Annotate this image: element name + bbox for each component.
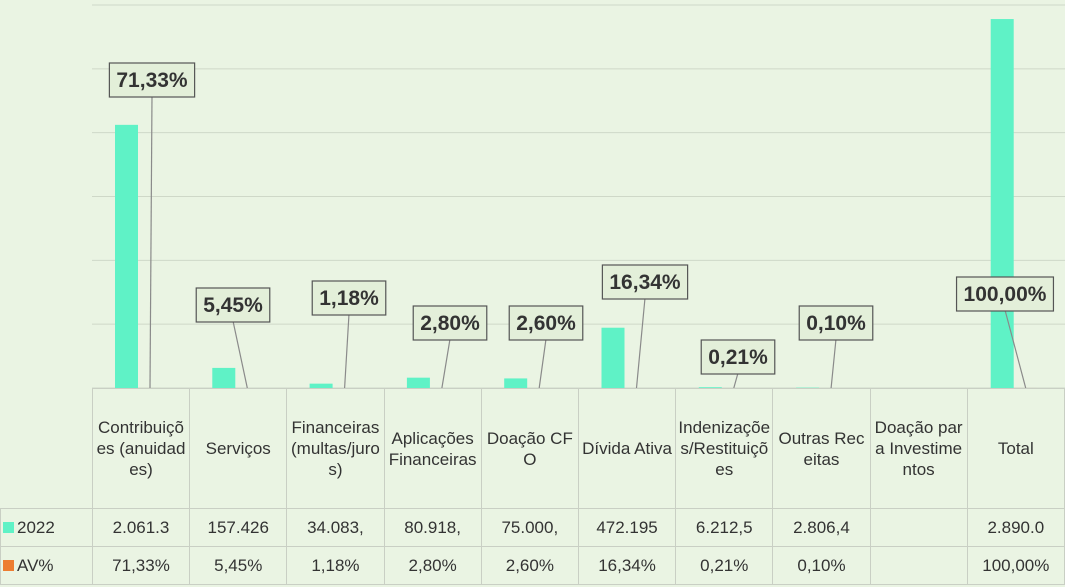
table-value: 75.000,	[480, 508, 579, 547]
leader-line	[733, 372, 739, 389]
label-box	[700, 339, 776, 375]
bar	[698, 387, 722, 388]
leader-line	[1004, 309, 1027, 389]
data-label: 2,80%	[412, 305, 488, 341]
series-row: 2022 2.061.3 157.426 34.083, 80.918, 75.000, 4…	[0, 508, 1065, 547]
legend-label: AV%	[17, 555, 54, 575]
table-value: 472.195	[577, 508, 677, 547]
leader-line	[830, 338, 837, 389]
series-row: AV% 71,33% 5,45% 1,18% 2,80% 2,60% 16,34% 0,21%…	[0, 546, 1065, 585]
category-label: Indenizações/Restituições	[675, 388, 774, 509]
table-value: 0,10%	[772, 546, 871, 585]
data-label: 1,18%	[311, 280, 387, 316]
bar	[504, 378, 528, 388]
table-value: 5,45%	[189, 546, 288, 585]
legend-entry: 2022	[0, 508, 93, 547]
label-box	[508, 305, 584, 341]
category-label: Dívida Ativa	[577, 388, 677, 509]
table-value: 157.426	[189, 508, 288, 547]
table-value: 16,34%	[577, 546, 677, 585]
leader-line	[149, 95, 153, 388]
table-value: 71,33%	[91, 546, 191, 585]
table-value: 2.890.0	[966, 508, 1065, 547]
label-box	[798, 305, 874, 341]
table-value: 2,80%	[383, 546, 482, 585]
category-label: Serviços	[189, 388, 288, 509]
bar	[309, 383, 333, 388]
data-label-text: 100,00%	[964, 283, 1047, 306]
category-label: Contribuições (anuidades)	[91, 388, 191, 509]
leader-line	[344, 313, 350, 389]
data-label: 0,10%	[798, 305, 874, 341]
data-label: 2,60%	[508, 305, 584, 341]
bar	[115, 124, 138, 388]
data-label: 16,34%	[601, 264, 689, 300]
data-label: 5,45%	[195, 287, 271, 323]
table-value: 2.806,4	[772, 508, 871, 547]
leader-line	[232, 320, 248, 389]
label-box	[311, 280, 387, 316]
category-label: Doação CFO	[480, 388, 579, 509]
corner-cell	[0, 388, 93, 509]
label-box	[108, 62, 196, 98]
label-box	[195, 287, 271, 323]
data-label-text: 0,10%	[806, 312, 866, 335]
data-label-text: 0,21%	[708, 346, 768, 369]
leader-line	[538, 338, 547, 389]
header-row: Contribuições (anuidades) Serviços Finance…	[0, 388, 1065, 509]
table-value: 6.212,5	[675, 508, 774, 547]
table-value: 2.061.3	[91, 508, 191, 547]
label-box	[601, 264, 689, 300]
label-box	[412, 305, 488, 341]
table-value: 34.083,	[286, 508, 385, 547]
legend-label: 2022	[17, 517, 55, 537]
legend-entry: AV%	[0, 546, 93, 585]
table-value: 1,18%	[286, 546, 385, 585]
data-label-text: 71,33%	[116, 69, 188, 92]
data-label-text: 16,34%	[609, 271, 681, 294]
bar	[990, 19, 1014, 388]
legend-swatch	[3, 559, 14, 571]
category-label: Financeiras (multas/juros)	[286, 388, 385, 509]
table-value: 0,21%	[675, 546, 774, 585]
data-label: 0,21%	[700, 339, 776, 375]
category-label: Doação para Investimentos	[869, 388, 968, 509]
data-label: 71,33%	[108, 62, 196, 98]
category-label: Outras Receitas	[772, 388, 871, 509]
category-label: Aplicações Financeiras	[383, 388, 482, 509]
legend-swatch	[3, 521, 14, 533]
data-label-text: 1,18%	[319, 287, 379, 310]
data-table: Contribuições (anuidades) Serviços Finance…	[0, 388, 1065, 585]
data-label-text: 2,60%	[516, 312, 576, 335]
table-value	[869, 546, 968, 585]
table-value: 80.918,	[383, 508, 482, 547]
category-label: Total	[966, 388, 1065, 509]
bar	[406, 377, 430, 388]
data-label-text: 5,45%	[203, 294, 263, 317]
table-value: 2,60%	[480, 546, 579, 585]
data-label-text: 2,80%	[420, 312, 480, 335]
leader-line	[635, 297, 646, 389]
table-value	[869, 508, 968, 547]
table-value: 100,00%	[966, 546, 1065, 585]
label-box	[955, 276, 1055, 312]
leader-line	[441, 338, 451, 389]
data-label: 100,00%	[955, 276, 1055, 312]
bar	[601, 327, 625, 388]
bar	[212, 367, 236, 388]
